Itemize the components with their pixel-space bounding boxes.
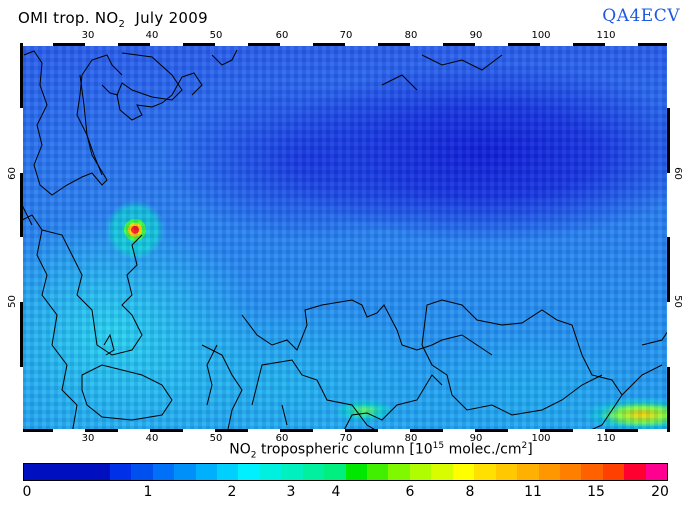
lon-tick-top: 40	[145, 30, 159, 41]
colorbar-segment	[474, 464, 496, 480]
lon-tick-bottom: 100	[531, 433, 551, 444]
no2-map	[20, 43, 670, 432]
lon-tick-bottom: 60	[275, 433, 289, 444]
colorbar-segment	[624, 464, 646, 480]
cb-title-text: NO	[229, 441, 251, 458]
colorbar-segment	[495, 464, 518, 480]
colorbar-segment	[645, 464, 668, 480]
colorbar-segment	[109, 464, 132, 480]
lon-tick-top: 30	[81, 30, 95, 41]
lat-tick-left: 60	[6, 167, 18, 180]
colorbar-label: 6	[405, 484, 415, 500]
colorbar-segment	[24, 464, 46, 480]
coastlines-borders	[22, 49, 668, 430]
lat-tick-right: 50	[671, 295, 683, 308]
data-texture	[22, 45, 668, 430]
lon-tick-bottom: 70	[339, 433, 353, 444]
lon-tick-top: 90	[469, 30, 483, 41]
cb-title-text: ]	[527, 441, 533, 458]
colorbar-segment	[409, 464, 432, 480]
cb-title-sup: 2	[521, 441, 528, 451]
colorbar-segment	[195, 464, 217, 480]
colorbar-segment	[324, 464, 346, 480]
right-axis-scale	[667, 43, 670, 432]
brand-label: QA4ECV	[602, 6, 680, 26]
lon-tick-bottom: 30	[81, 433, 95, 444]
left-axis-scale	[20, 43, 23, 432]
colorbar-label: 4	[331, 484, 341, 500]
colorbar-segment	[88, 464, 110, 480]
colorbar-segment	[388, 464, 410, 480]
colorbar-segment	[559, 464, 582, 480]
lon-tick-bottom: 90	[469, 433, 483, 444]
colorbar-segment	[431, 464, 453, 480]
colorbar-segment	[302, 464, 325, 480]
bottom-axis-scale	[20, 429, 670, 432]
colorbar	[23, 463, 668, 481]
colorbar-segment	[238, 464, 260, 480]
colorbar-segment	[152, 464, 175, 480]
colorbar-segment	[131, 464, 153, 480]
colorbar-segment	[517, 464, 539, 480]
colorbar-label: 1	[143, 484, 153, 500]
colorbar-segment	[538, 464, 560, 480]
map-title: OMI trop. NO2 July 2009	[18, 9, 208, 30]
colorbar-segment	[216, 464, 239, 480]
colorbar-segment	[367, 464, 389, 480]
colorbar-label: 20	[651, 484, 669, 500]
colorbar-title: NO2 tropospheric column [1015 molec./cm2…	[0, 441, 692, 460]
lon-tick-top: 50	[209, 30, 223, 41]
title-text: OMI trop. NO	[18, 9, 119, 27]
title-date: July 2009	[125, 9, 208, 27]
lon-tick-top: 110	[596, 30, 616, 41]
lon-tick-bottom: 50	[209, 433, 223, 444]
lon-tick-top: 80	[404, 30, 418, 41]
colorbar-segment	[452, 464, 475, 480]
lon-tick-top: 100	[531, 30, 551, 41]
colorbar-segment	[345, 464, 367, 480]
lon-tick-bottom: 80	[404, 433, 418, 444]
colorbar-label: 11	[524, 484, 542, 500]
colorbar-label: 0	[22, 484, 32, 500]
lat-tick-right: 60	[671, 167, 683, 180]
lon-tick-bottom: 110	[596, 433, 616, 444]
colorbar-segment	[581, 464, 603, 480]
cb-title-text: tropospheric column [10	[256, 441, 433, 458]
cb-title-sup: 15	[432, 441, 445, 451]
colorbar-segment	[602, 464, 625, 480]
cb-title-text: molec./cm	[444, 441, 522, 458]
colorbar-label: 2	[227, 484, 237, 500]
lon-tick-bottom: 40	[145, 433, 159, 444]
lat-tick-left: 50	[6, 295, 18, 308]
title-subscript: 2	[118, 19, 126, 30]
colorbar-segment	[66, 464, 89, 480]
colorbar-segment	[259, 464, 282, 480]
lon-tick-top: 70	[339, 30, 353, 41]
lon-tick-top: 60	[275, 30, 289, 41]
colorbar-label: 3	[286, 484, 296, 500]
colorbar-segment	[174, 464, 196, 480]
top-axis-scale	[20, 43, 670, 46]
colorbar-label: 8	[465, 484, 475, 500]
colorbar-segment	[281, 464, 303, 480]
cb-title-sub: 2	[250, 450, 257, 461]
colorbar-label: 15	[587, 484, 605, 500]
colorbar-segment	[45, 464, 67, 480]
